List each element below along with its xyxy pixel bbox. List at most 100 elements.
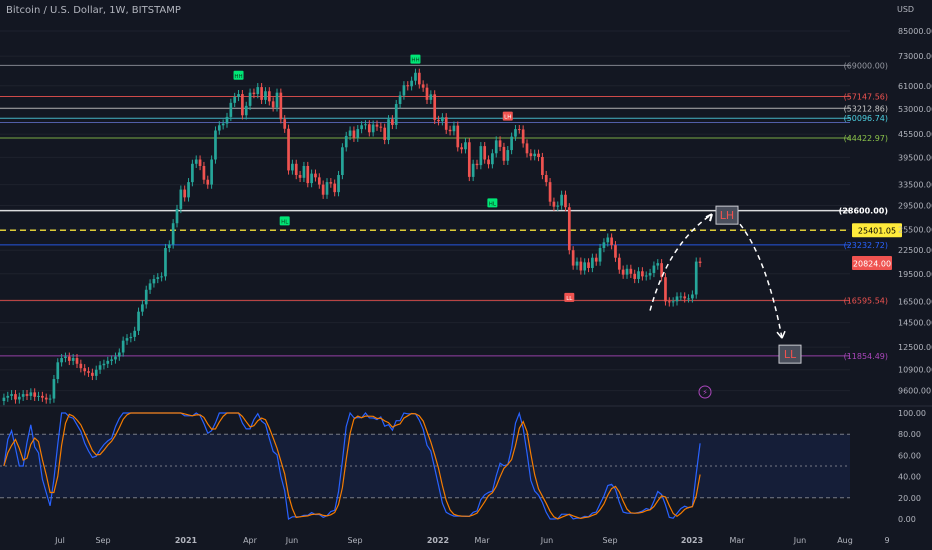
candle [283, 119, 287, 129]
time-tick-label: Sep [602, 536, 617, 545]
candle [248, 92, 252, 106]
candle [621, 269, 625, 275]
candle [44, 397, 48, 400]
candle [94, 369, 98, 376]
marker-box [502, 111, 513, 121]
candle [156, 277, 160, 279]
candle [287, 128, 290, 171]
current-price-label: 20824.00 [853, 259, 891, 268]
candle [56, 362, 60, 380]
marker-label: HH [234, 74, 242, 80]
candle [664, 277, 667, 302]
candle [379, 126, 383, 128]
candle [33, 392, 37, 397]
candle [129, 336, 133, 339]
price-tick-label: 53000.00 [898, 105, 932, 114]
candle [425, 87, 429, 100]
candle [391, 119, 394, 125]
level-label: (57147.56) [844, 93, 888, 102]
candle [467, 142, 471, 177]
candle [498, 140, 502, 147]
candle [448, 129, 452, 132]
candle [667, 301, 671, 303]
candle [106, 360, 110, 364]
price-tick-label: 10900.00 [898, 366, 932, 375]
time-tick-label: 9 [884, 536, 889, 545]
candle [175, 208, 179, 224]
candle [564, 194, 567, 208]
candle [602, 242, 606, 249]
candle [191, 163, 194, 183]
candle [487, 159, 490, 165]
candle [221, 123, 225, 126]
candle [606, 237, 610, 243]
candle [475, 163, 479, 166]
time-tick-label: Jun [540, 536, 554, 545]
projection-down [739, 223, 783, 339]
candle [410, 80, 413, 87]
stoch-d-line [3, 412, 701, 520]
candle [567, 207, 571, 251]
candle [421, 84, 425, 88]
candle [544, 175, 548, 183]
candle [102, 363, 106, 366]
current-price-tag [852, 255, 892, 270]
candle [414, 72, 417, 81]
candle [167, 244, 171, 249]
candle [629, 268, 633, 274]
candle [260, 87, 263, 100]
candle [460, 147, 463, 150]
candle [110, 359, 113, 361]
candlestick-series [2, 68, 702, 406]
candle [317, 177, 321, 185]
candle [194, 159, 198, 164]
candle [125, 338, 129, 341]
time-tick-label: Mar [729, 536, 745, 545]
candle [48, 398, 52, 400]
time-tick-label: Sep [95, 536, 110, 545]
time-axis: Jul Sep 2021 Apr Jun Sep 2022 Mar Jun Sep 2023 Mar J… [54, 536, 889, 545]
candle [560, 194, 563, 206]
candle [398, 95, 402, 105]
candle [494, 140, 498, 154]
candle [279, 92, 283, 120]
candle [217, 125, 221, 131]
candle [356, 129, 360, 138]
price-tick-label: 39500.00 [898, 153, 932, 162]
marker-label: HL [281, 219, 289, 225]
candle [437, 119, 440, 122]
candle [352, 130, 356, 138]
candle [214, 130, 217, 160]
candle [429, 94, 433, 100]
candle [521, 129, 525, 144]
stoch-tick-label: 20.00 [898, 494, 921, 503]
candle [456, 125, 460, 148]
candle [383, 127, 387, 140]
price-tick-label: 12500.00 [898, 343, 932, 352]
candle [417, 72, 421, 85]
candle [656, 263, 660, 266]
candle [98, 365, 102, 370]
time-tick-label: 2021 [175, 536, 198, 545]
candle [525, 143, 529, 154]
candle [406, 85, 410, 87]
candle [433, 94, 437, 120]
candle [594, 257, 598, 262]
level-label: 25401.05 [858, 227, 896, 236]
candle [237, 94, 240, 97]
candle [552, 201, 556, 207]
candle [441, 117, 444, 122]
candle [21, 394, 25, 397]
arrow-head-up [705, 213, 713, 222]
candle [164, 248, 167, 277]
candle [252, 92, 256, 95]
candle [683, 296, 687, 299]
candle [598, 248, 602, 262]
candle [141, 304, 144, 312]
candle [148, 283, 152, 290]
candle [241, 94, 244, 116]
candle [660, 263, 663, 278]
candle [10, 394, 13, 396]
marker-box [233, 70, 244, 80]
